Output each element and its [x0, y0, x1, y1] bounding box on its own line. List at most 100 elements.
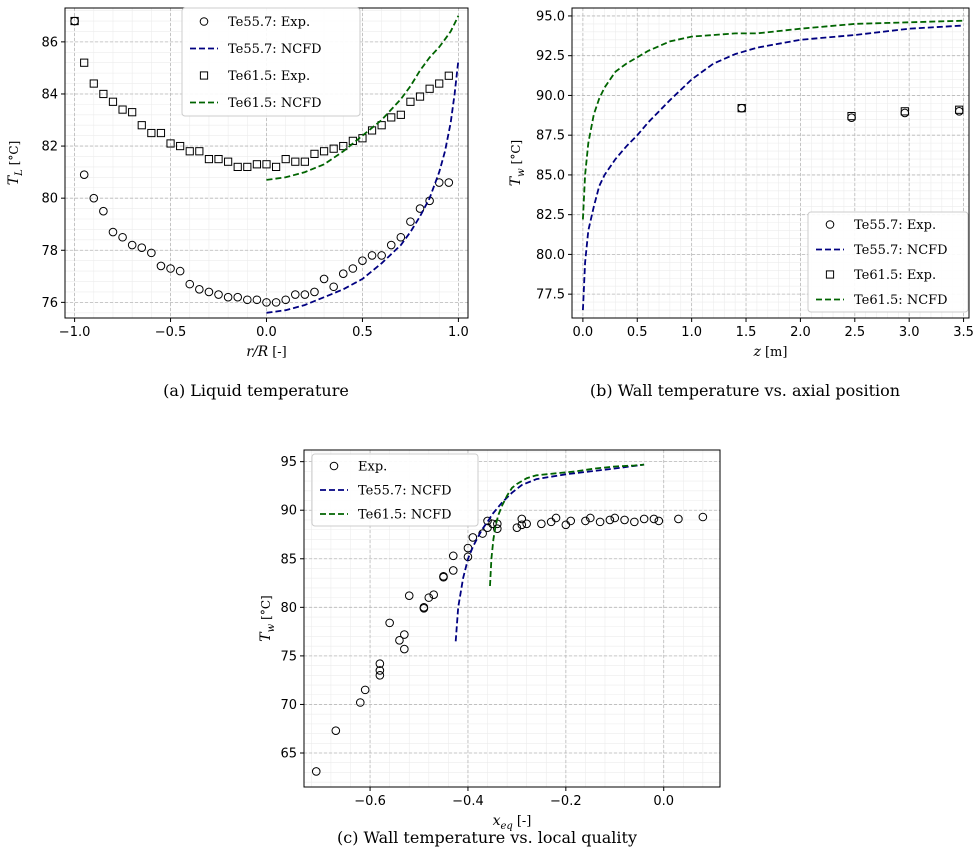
- data-point: [396, 232, 406, 242]
- series-line: [266, 59, 460, 314]
- data-point: [444, 71, 453, 80]
- x-tick-label: 1.0: [448, 325, 469, 340]
- legend-c: Exp. Te55.7: NCFD Te61.5: NCFD: [311, 453, 479, 527]
- data-point: [512, 523, 522, 532]
- series-a-2: [70, 16, 453, 172]
- x-tick-label: 1.5: [736, 325, 757, 340]
- data-point: [195, 147, 204, 156]
- data-point: [546, 517, 556, 527]
- data-point: [331, 726, 341, 735]
- data-point: [147, 128, 156, 138]
- data-point: [415, 204, 425, 213]
- y-tick-label: 85: [280, 552, 297, 567]
- data-point: [358, 256, 367, 265]
- series-line: [489, 463, 645, 587]
- data-point: [448, 551, 458, 561]
- chart-b: 0.0 0.5 1.0 1.5 2.0 2.5 3.0 3.5 77.5 80.0 82.5 85.0…: [508, 7, 974, 400]
- data-point: [517, 520, 527, 530]
- x-tick-label: −0.2: [550, 794, 582, 809]
- series-b-2: [737, 104, 964, 121]
- x-tick-label: −0.6: [354, 794, 386, 809]
- data-point: [310, 149, 319, 158]
- y-tick-label: 76: [41, 296, 58, 311]
- legend-label: Te61.5: NCFD: [228, 96, 322, 111]
- series-line: [266, 15, 460, 181]
- figure-caption: (a) Liquid temperature: [163, 381, 349, 400]
- data-point: [128, 108, 137, 117]
- y-tick-label: 80.0: [536, 248, 565, 263]
- legend-a: Te55.7: Exp. Te55.7: NCFD Te61.5: Exp. Te61…: [181, 7, 361, 117]
- y-tick-label: 65: [280, 747, 297, 762]
- data-point: [118, 105, 127, 114]
- data-point: [137, 243, 147, 252]
- series-a-1: [266, 59, 460, 314]
- y-tick-label: 90: [280, 504, 297, 519]
- data-point: [204, 154, 214, 164]
- x-tick-label: 0.5: [352, 325, 373, 340]
- data-point: [400, 630, 409, 639]
- data-point: [204, 287, 214, 297]
- data-point: [367, 251, 377, 260]
- data-point: [300, 290, 310, 299]
- legend-circle-marker: [199, 17, 209, 26]
- y-tick-label: 78: [41, 244, 58, 259]
- y-tick-label: 77.5: [536, 288, 565, 303]
- data-point: [586, 513, 595, 523]
- y-axis-label: TL[°C]: [6, 141, 25, 186]
- data-point: [649, 514, 659, 524]
- data-point: [483, 516, 492, 526]
- data-point: [522, 519, 531, 529]
- data-point: [444, 178, 454, 187]
- legend-label: Te55.7: NCFD: [854, 243, 948, 258]
- y-axis-label: Tw[°C]: [508, 140, 527, 186]
- series-b-3: [582, 19, 964, 220]
- data-point: [468, 533, 478, 542]
- legend-box: [807, 211, 969, 313]
- data-point: [517, 514, 527, 524]
- data-point: [955, 105, 964, 114]
- legend-square-marker: [825, 270, 835, 279]
- x-axis-label: xeq [-]: [493, 813, 532, 832]
- legend-label: Te55.7: Exp.: [228, 15, 310, 30]
- data-point: [419, 603, 429, 612]
- data-point: [737, 103, 746, 113]
- data-point: [195, 285, 204, 294]
- data-point: [360, 685, 370, 695]
- data-point: [243, 295, 252, 305]
- data-point: [166, 139, 175, 148]
- legend-box: [311, 453, 479, 527]
- data-point: [348, 264, 358, 273]
- data-point: [387, 113, 396, 122]
- legend-label: Te61.5: Exp.: [854, 268, 936, 283]
- x-tick-label: 1.0: [681, 325, 702, 340]
- data-point: [488, 519, 497, 529]
- data-point: [99, 206, 108, 216]
- series-c-0: [311, 512, 708, 776]
- series-line: [454, 463, 645, 642]
- data-point: [595, 517, 605, 527]
- y-tick-label: 86: [41, 35, 58, 50]
- x-tick-label: 2.0: [790, 325, 811, 340]
- data-point: [377, 251, 386, 260]
- data-point: [223, 292, 233, 302]
- y-tick-label: 82: [41, 140, 58, 155]
- series-c-1: [454, 463, 645, 642]
- chart-c: −0.6 −0.4 −0.2 0.0 65 70 75 80 85 90 95 xeq [-] Tw[°C…: [258, 449, 721, 847]
- data-point: [185, 279, 195, 289]
- data-point: [396, 110, 405, 119]
- series-b-1: [582, 24, 964, 311]
- data-point: [319, 147, 329, 156]
- data-point: [425, 84, 434, 93]
- data-point: [252, 295, 262, 305]
- data-point: [281, 295, 290, 305]
- data-point: [80, 58, 89, 67]
- y-tick-label: 87.5: [536, 129, 565, 144]
- data-point: [108, 97, 118, 106]
- legend-label: Te55.7: NCFD: [228, 42, 322, 57]
- data-point: [329, 282, 338, 292]
- data-point: [630, 517, 639, 527]
- y-tick-label: 84: [41, 87, 58, 102]
- data-point: [185, 147, 194, 156]
- data-point: [654, 516, 664, 526]
- legend-label: Te55.7: NCFD: [358, 484, 452, 499]
